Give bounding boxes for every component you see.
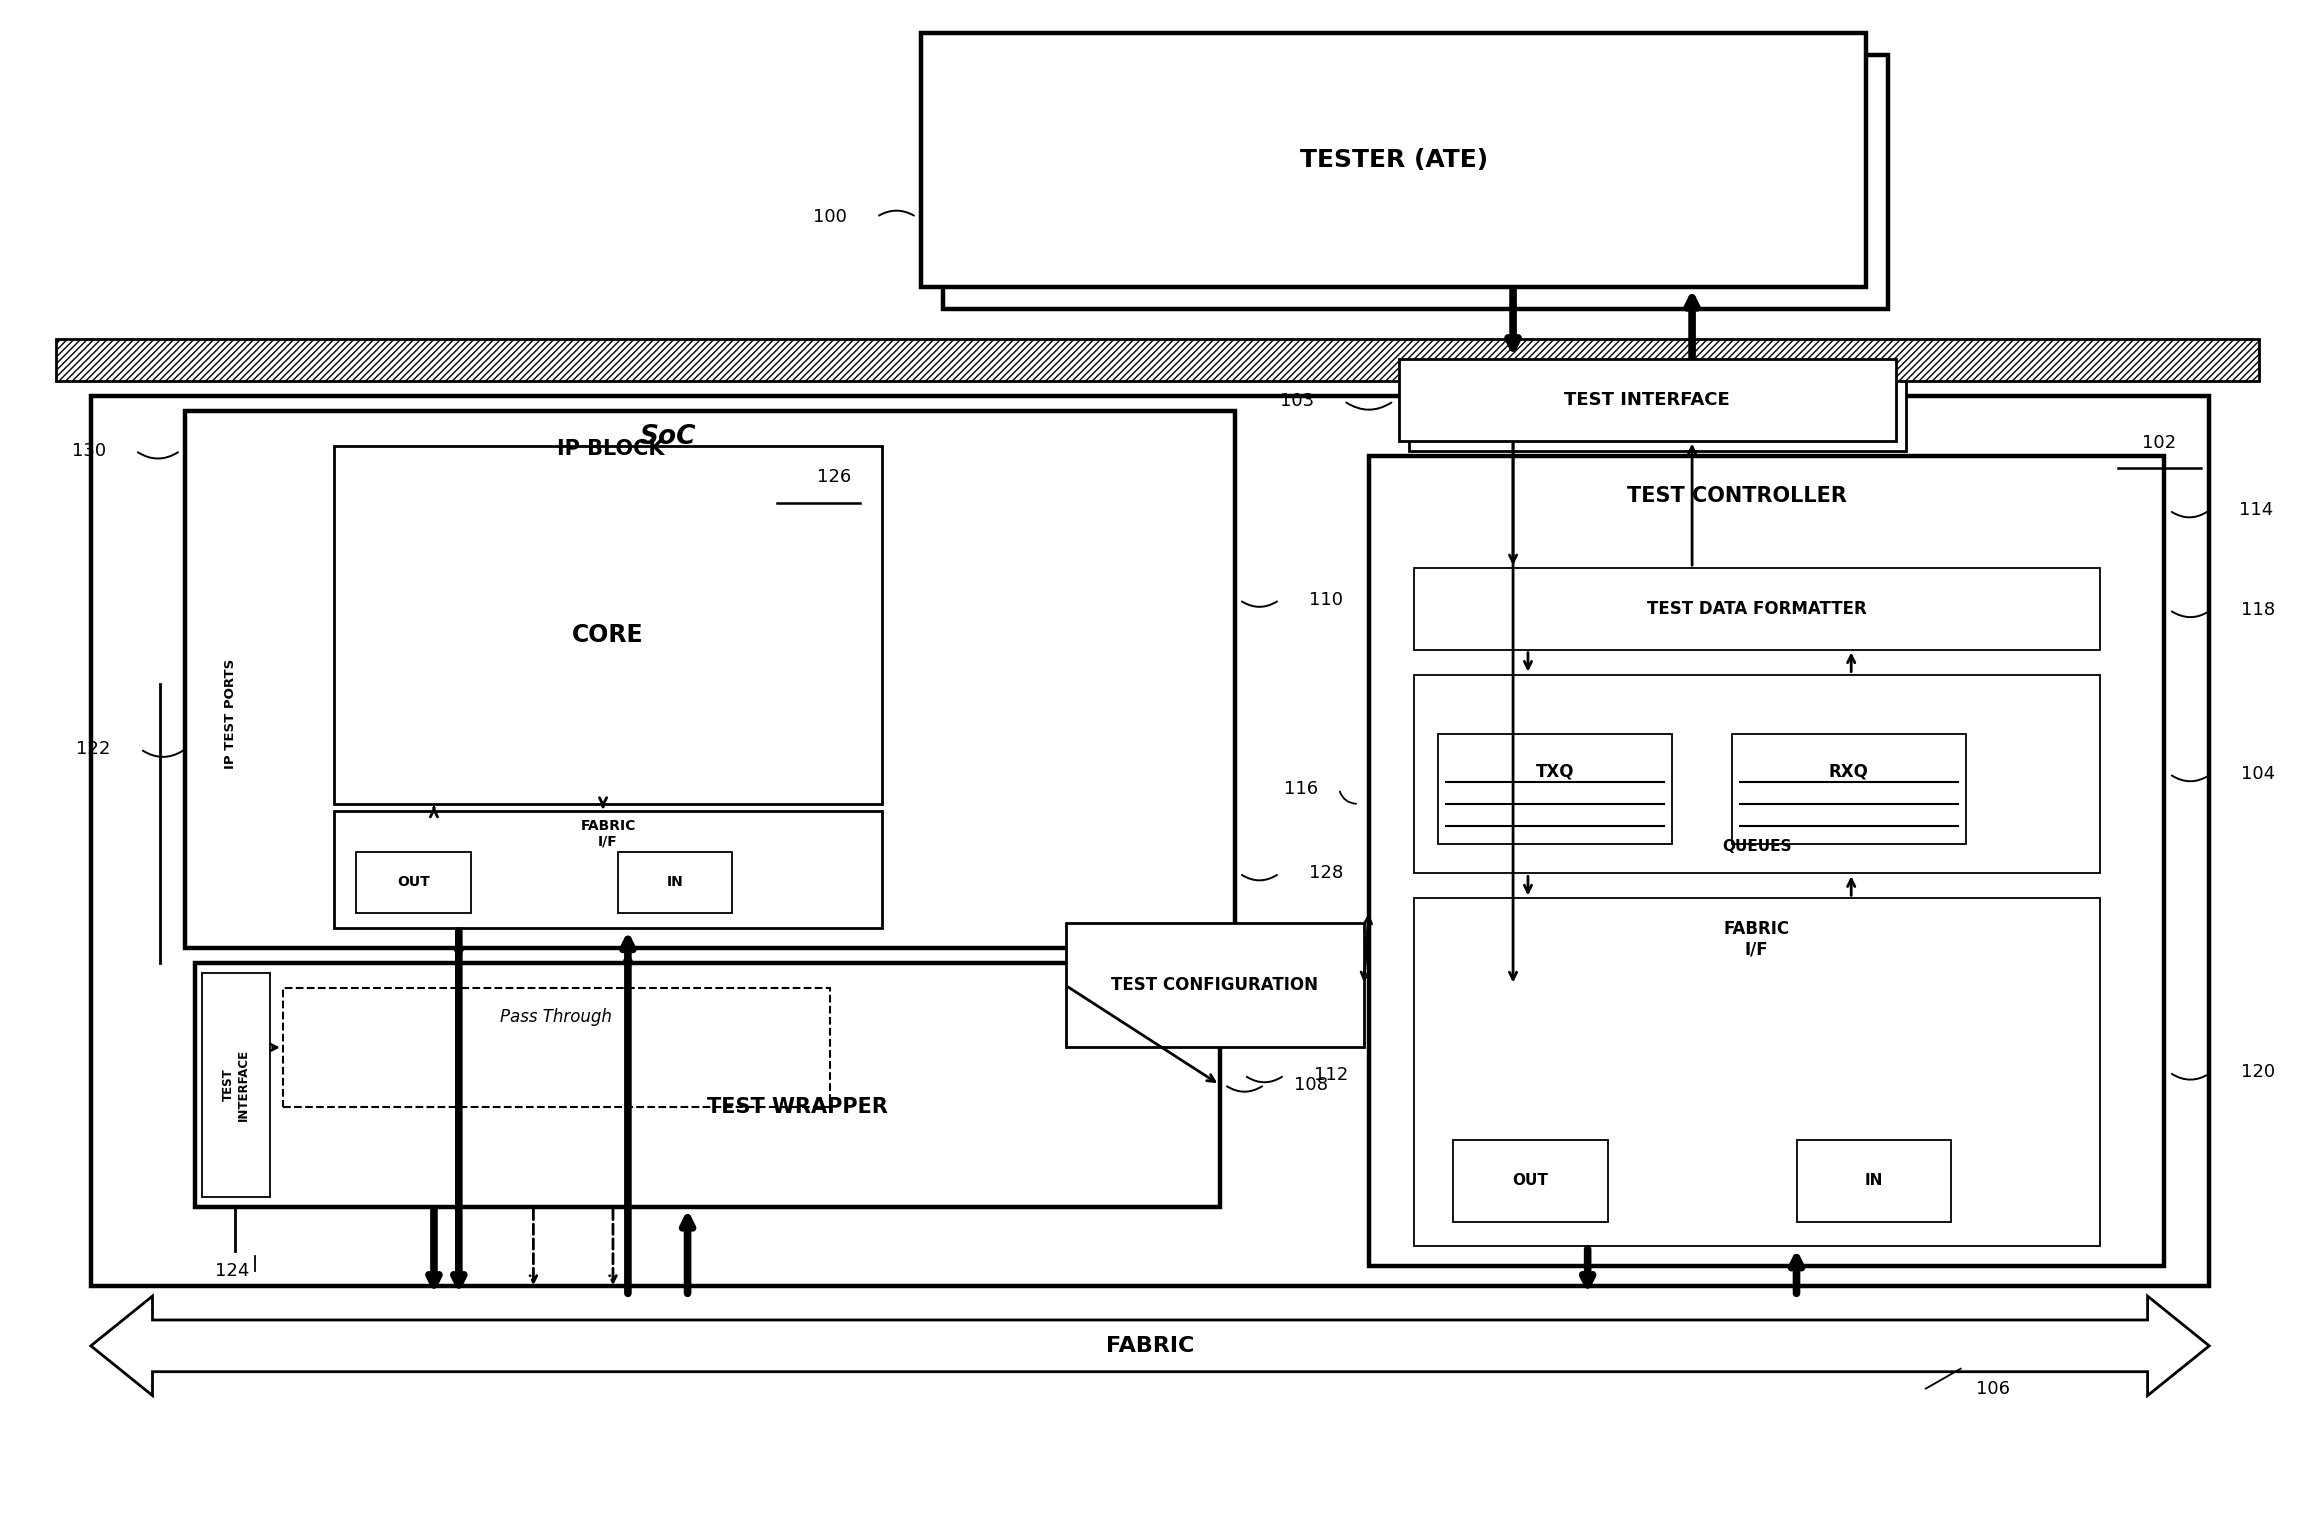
Text: TEST CONTROLLER: TEST CONTROLLER: [1627, 486, 1847, 506]
Bar: [333, 446, 882, 804]
Bar: [185, 411, 1234, 948]
Text: IN: IN: [1864, 1174, 1882, 1189]
Bar: [921, 34, 1866, 287]
Text: TXQ: TXQ: [1537, 762, 1574, 781]
Bar: [1454, 1140, 1607, 1221]
Bar: [1414, 899, 2100, 1247]
Text: TEST
INTERFACE: TEST INTERFACE: [222, 1049, 250, 1121]
Text: OUT: OUT: [1512, 1174, 1549, 1189]
Text: IP BLOCK: IP BLOCK: [556, 439, 664, 459]
Text: 126: 126: [817, 468, 852, 486]
Bar: [1368, 456, 2165, 1266]
Text: SoC: SoC: [639, 423, 697, 449]
Bar: [1414, 568, 2100, 649]
Bar: [194, 963, 1220, 1207]
Text: 120: 120: [2241, 1063, 2276, 1081]
Text: 124: 124: [215, 1262, 250, 1281]
Text: TEST INTERFACE: TEST INTERFACE: [1565, 391, 1729, 410]
Text: 108: 108: [1294, 1075, 1329, 1094]
Text: IN: IN: [667, 876, 683, 890]
Text: 103: 103: [1280, 393, 1315, 410]
Text: TEST CONFIGURATION: TEST CONFIGURATION: [1111, 976, 1317, 994]
Bar: [201, 973, 271, 1197]
Bar: [1414, 675, 2100, 873]
Text: 114: 114: [2239, 502, 2273, 520]
Text: CORE: CORE: [572, 623, 644, 647]
Bar: [357, 851, 470, 913]
Bar: [1732, 735, 1965, 844]
Text: RXQ: RXQ: [1829, 762, 1868, 781]
Bar: [1796, 1140, 1952, 1221]
Bar: [56, 339, 2259, 380]
Text: Pass Through: Pass Through: [500, 1008, 611, 1026]
Bar: [90, 396, 2209, 1285]
Text: 110: 110: [1310, 591, 1343, 609]
Bar: [282, 988, 829, 1108]
Text: TEST WRAPPER: TEST WRAPPER: [706, 1097, 887, 1117]
Bar: [1398, 359, 1896, 440]
Text: OUT: OUT: [398, 876, 431, 890]
Text: QUEUES: QUEUES: [1722, 839, 1792, 853]
Text: 112: 112: [1315, 1066, 1347, 1085]
Text: TEST DATA FORMATTER: TEST DATA FORMATTER: [1646, 600, 1866, 618]
Text: 122: 122: [76, 739, 111, 758]
Text: 128: 128: [1310, 865, 1343, 882]
Bar: [333, 811, 882, 928]
Text: FABRIC: FABRIC: [1107, 1336, 1195, 1356]
Bar: [1408, 370, 1905, 451]
Text: 106: 106: [1975, 1379, 2009, 1397]
Text: 116: 116: [1285, 779, 1320, 798]
Text: 102: 102: [2141, 434, 2176, 453]
Bar: [1438, 735, 1671, 844]
Polygon shape: [90, 1296, 2209, 1396]
Text: 130: 130: [72, 442, 106, 460]
Text: FABRIC
I/F: FABRIC I/F: [581, 819, 637, 848]
Text: 118: 118: [2241, 601, 2276, 618]
Bar: [1065, 923, 1364, 1048]
Text: TESTER (ATE): TESTER (ATE): [1299, 147, 1489, 172]
Text: IP TEST PORTS: IP TEST PORTS: [225, 660, 236, 770]
Text: FABRIC
I/F: FABRIC I/F: [1725, 920, 1789, 959]
Text: 104: 104: [2241, 765, 2276, 782]
Text: 100: 100: [813, 209, 847, 225]
Bar: [942, 55, 1889, 308]
Bar: [618, 851, 732, 913]
